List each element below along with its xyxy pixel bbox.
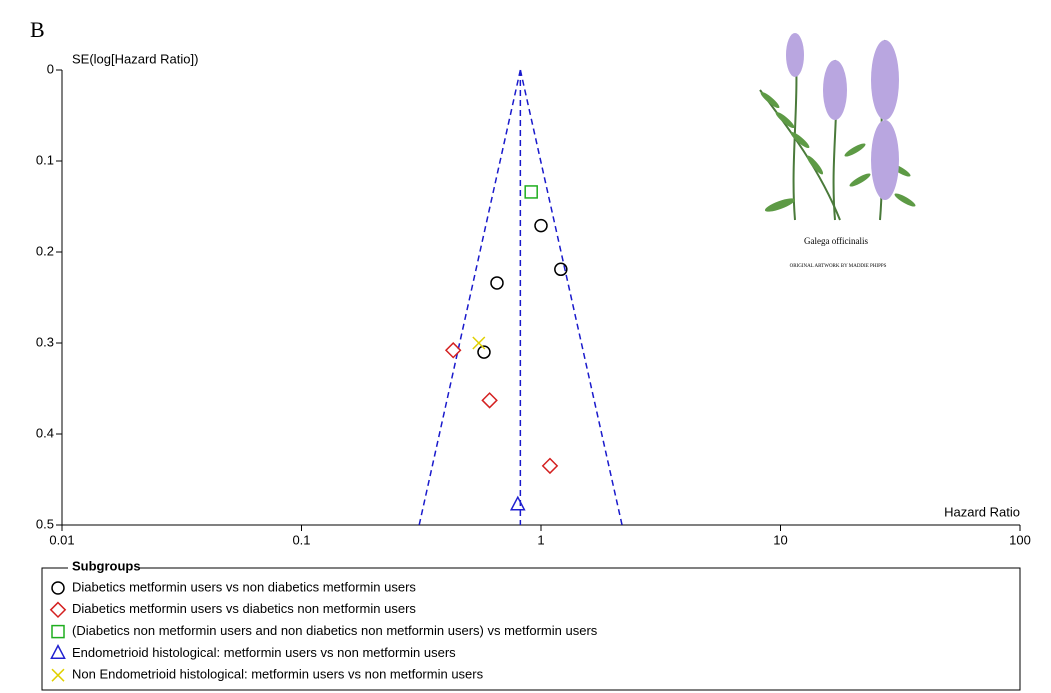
legend-label: Non Endometrioid histological: metformin… xyxy=(72,667,484,682)
y-tick-label: 0.2 xyxy=(36,243,54,258)
point xyxy=(541,457,559,475)
x-axis-label: Hazard Ratio xyxy=(944,504,1020,519)
y-tick-label: 0.3 xyxy=(36,334,54,349)
point xyxy=(490,276,504,290)
legend-marker xyxy=(51,668,65,682)
y-axis-label: SE(log[Hazard Ratio]) xyxy=(72,51,198,66)
legend-marker xyxy=(49,601,67,619)
funnel-line xyxy=(418,69,522,526)
funnel-line xyxy=(519,69,623,526)
legend-title: Subgroups xyxy=(72,558,141,573)
legend-marker xyxy=(50,643,66,659)
point xyxy=(481,392,498,409)
point xyxy=(524,185,538,199)
y-tick-label: 0.5 xyxy=(36,516,54,531)
y-tick-label: 0.4 xyxy=(36,425,54,440)
legend-marker xyxy=(51,624,65,639)
legend-title-bg xyxy=(68,560,140,574)
artwork-caption: Galega officinalis xyxy=(804,236,869,246)
x-tick-label: 1 xyxy=(537,532,544,547)
point xyxy=(444,342,462,359)
point xyxy=(509,495,526,511)
point xyxy=(472,336,486,350)
point xyxy=(534,218,548,233)
artwork-credit: ORIGINAL ARTWORK BY MADDIE PHIPPS xyxy=(790,264,887,269)
x-tick-label: 10 xyxy=(773,532,787,547)
panel-label: B xyxy=(30,17,45,42)
x-tick-label: 0.01 xyxy=(49,532,74,547)
legend-label: (Diabetics non metformin users and non d… xyxy=(72,623,598,638)
x-tick-label: 0.1 xyxy=(292,532,310,547)
legend-label: Endometrioid histological: metformin use… xyxy=(72,645,456,660)
legend-marker xyxy=(51,581,65,595)
legend-label: Diabetics metformin users vs diabetics n… xyxy=(72,601,416,616)
legend-box xyxy=(41,567,1021,691)
y-tick-label: 0.1 xyxy=(36,152,54,167)
legend-label: Diabetics metformin users vs non diabeti… xyxy=(72,579,416,594)
point xyxy=(554,262,568,277)
artwork xyxy=(759,33,916,221)
point xyxy=(477,345,491,359)
x-tick-label: 100 xyxy=(1009,532,1031,547)
y-tick-label: 0 xyxy=(47,61,54,76)
